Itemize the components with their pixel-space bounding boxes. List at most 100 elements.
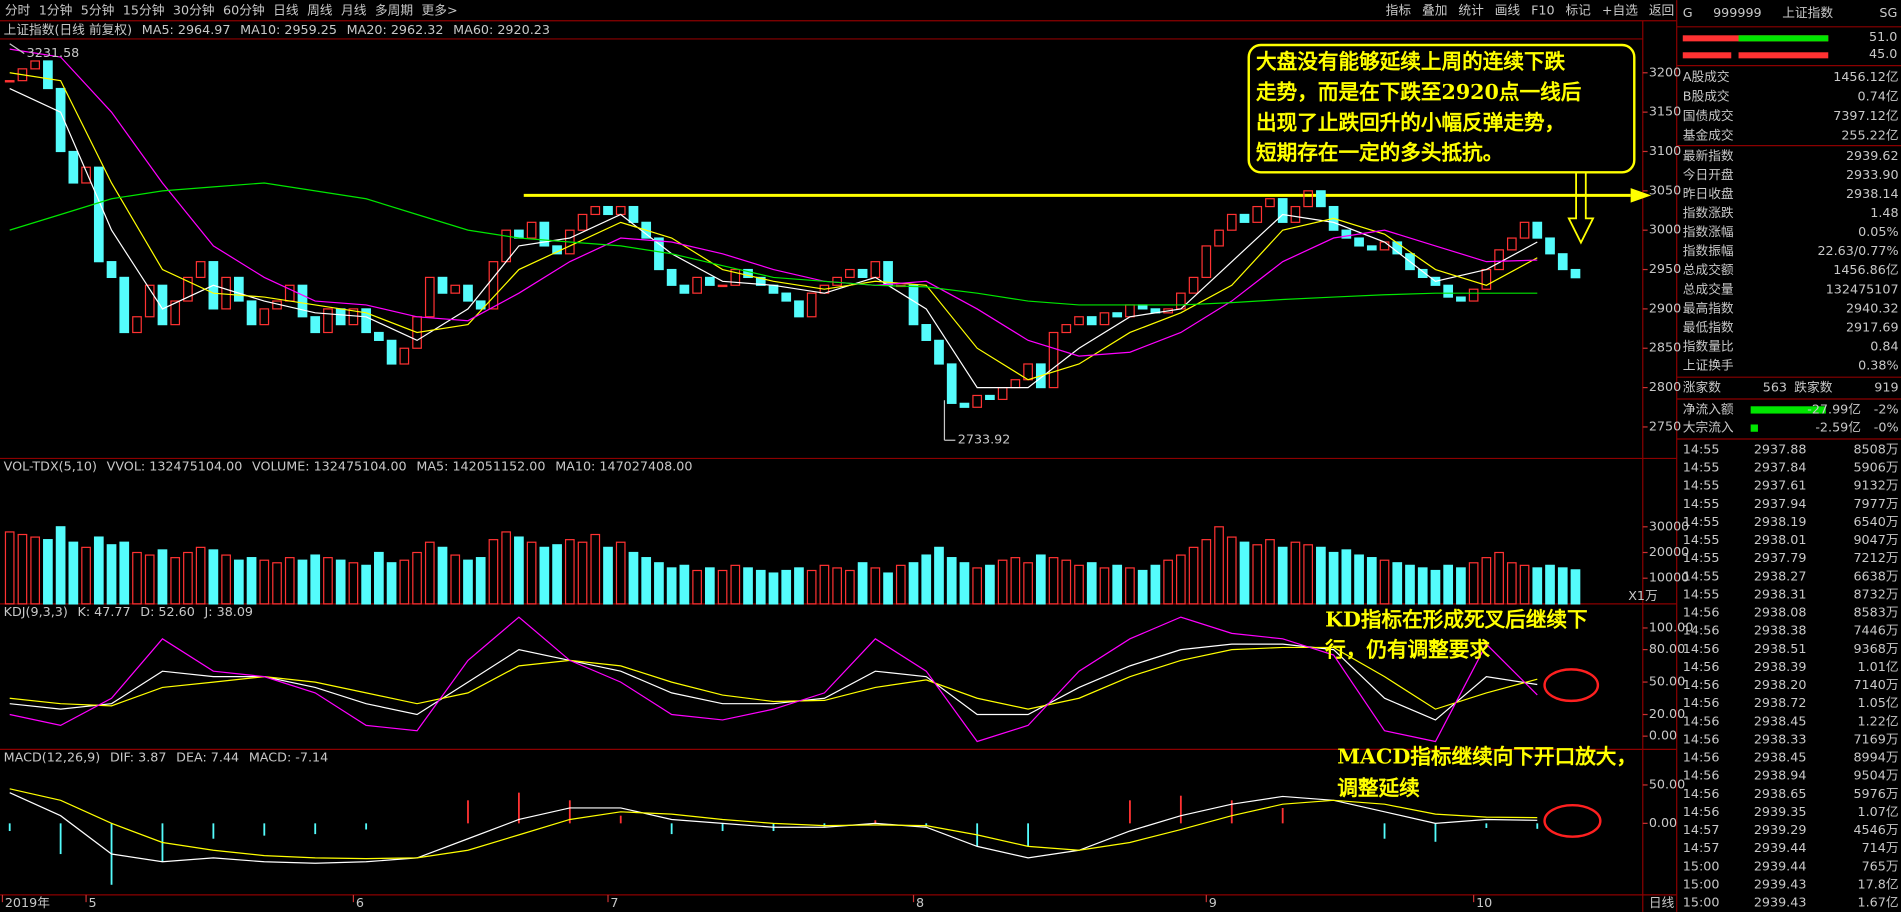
tick-time: 14:56 <box>1683 695 1720 710</box>
toolbar-button[interactable]: 标记 <box>1565 3 1591 18</box>
timeframe-tab[interactable]: 5分钟 <box>81 3 115 18</box>
y-tick-label: 80.00 <box>1649 641 1685 656</box>
tick-volume: 8994万 <box>1853 750 1898 765</box>
toolbar-button[interactable]: 叠加 <box>1422 3 1447 18</box>
y-tick-label: 20.00 <box>1649 706 1685 721</box>
volume-bar <box>1545 564 1555 605</box>
moving-average <box>9 87 1538 389</box>
volume-bar <box>437 546 448 605</box>
volume-bar <box>1468 562 1479 605</box>
tick-time: 14:55 <box>1683 441 1720 456</box>
toolbar-button[interactable]: 统计 <box>1458 3 1484 18</box>
timeframe-tab[interactable]: 周线 <box>307 3 333 18</box>
timeframe-tab[interactable]: 更多> <box>422 3 458 18</box>
tick-price: 2938.33 <box>1754 731 1807 746</box>
tick-price: 2937.79 <box>1754 550 1807 565</box>
volume-bar <box>1379 559 1390 605</box>
volume-bar <box>1214 526 1224 605</box>
tick-price: 2938.31 <box>1754 586 1807 601</box>
volume-bar <box>526 541 537 605</box>
timeframe-tab[interactable]: 60分钟 <box>223 3 265 18</box>
tick-volume: 9047万 <box>1853 532 1898 547</box>
down-arrow <box>1567 173 1595 245</box>
volume-bar <box>1239 541 1250 605</box>
candle <box>781 292 792 302</box>
y-tick-label: 3000 <box>1649 222 1681 237</box>
y-tick-label: 2900 <box>1649 300 1681 315</box>
volume-bar <box>488 539 499 605</box>
volume-bar <box>997 559 1008 605</box>
candle <box>743 268 753 279</box>
volume-bar <box>1506 562 1517 605</box>
annotation: 短期存在一定的多头抵抗。 <box>1256 141 1503 165</box>
macd-line <box>9 792 1538 864</box>
indicator-header: MACD: -7.14 <box>249 749 328 764</box>
timeframe-tab[interactable]: 分时 <box>5 3 31 18</box>
tick-volume: 1.01亿 <box>1858 659 1899 674</box>
tick-time: 14:56 <box>1683 768 1720 783</box>
toolbar-button[interactable]: +自选 <box>1602 3 1638 18</box>
timeframe-tab[interactable]: 月线 <box>341 3 367 18</box>
tick-price: 2938.27 <box>1754 568 1807 583</box>
candle <box>437 276 448 294</box>
candle <box>1532 221 1543 239</box>
tick-volume: 9368万 <box>1853 641 1898 656</box>
badge: SG <box>1879 5 1897 20</box>
volume-bar <box>1074 564 1084 605</box>
timeframe-tab[interactable]: 1分钟 <box>39 3 73 18</box>
tick-volume: 1.67亿 <box>1858 895 1899 910</box>
volume-bar <box>195 546 206 605</box>
candle <box>221 276 231 310</box>
volume-bar <box>30 536 41 605</box>
volume-bar <box>1366 557 1377 605</box>
stat-label: 基金成交 <box>1683 127 1734 142</box>
candle <box>526 221 537 239</box>
volume-bar <box>450 554 461 605</box>
volume-bar <box>717 569 728 605</box>
tick-time: 14:55 <box>1683 496 1720 511</box>
toolbar-button[interactable]: 指标 <box>1386 3 1412 18</box>
candle <box>985 394 995 401</box>
volume-bar <box>284 557 295 605</box>
indicator-header: 上证指数(日线 前复权) <box>4 22 132 37</box>
flow-bar <box>1750 424 1758 432</box>
stat-value: 2940.32 <box>1846 300 1899 315</box>
timeframe-tab[interactable]: 多周期 <box>375 3 413 18</box>
candle <box>30 60 41 70</box>
y-tick-label: 50.00 <box>1649 776 1685 791</box>
candle <box>1112 312 1123 318</box>
flow-label: 大宗流入 <box>1683 420 1734 435</box>
candle <box>1545 237 1555 255</box>
volume-bar <box>68 541 79 605</box>
volume-bar <box>985 564 995 605</box>
indicator-header: VOL-TDX(5,10) <box>4 458 97 473</box>
candle <box>1354 237 1364 247</box>
candle <box>361 308 371 334</box>
volume-bar <box>424 541 435 605</box>
tick-volume: 5906万 <box>1853 460 1898 475</box>
candle <box>845 268 855 279</box>
tick-price: 2938.45 <box>1754 750 1807 765</box>
tick-time: 14:56 <box>1683 750 1720 765</box>
volume-bar <box>794 567 804 605</box>
toolbar-button[interactable]: F10 <box>1531 3 1555 18</box>
volume-bar <box>577 541 588 605</box>
toolbar-button[interactable]: 返回 <box>1649 3 1674 18</box>
timeframe-tab[interactable]: 15分钟 <box>123 3 165 18</box>
candle <box>1201 245 1212 279</box>
tick-time: 14:57 <box>1683 822 1720 837</box>
volume-bar <box>297 559 308 605</box>
candle <box>972 394 983 408</box>
tick-volume: 4546万 <box>1853 822 1898 837</box>
volume-bar <box>692 569 702 605</box>
volume-bar <box>463 559 473 605</box>
timeframe-tab[interactable]: 30分钟 <box>173 3 215 18</box>
volume-bar <box>335 559 346 605</box>
volume-bar <box>221 554 231 605</box>
volume-bar <box>1188 546 1199 605</box>
toolbar-button[interactable]: 画线 <box>1495 3 1521 18</box>
candle <box>1316 190 1326 208</box>
tick-volume: 7446万 <box>1853 623 1898 638</box>
timeframe-tab[interactable]: 日线 <box>273 3 299 18</box>
